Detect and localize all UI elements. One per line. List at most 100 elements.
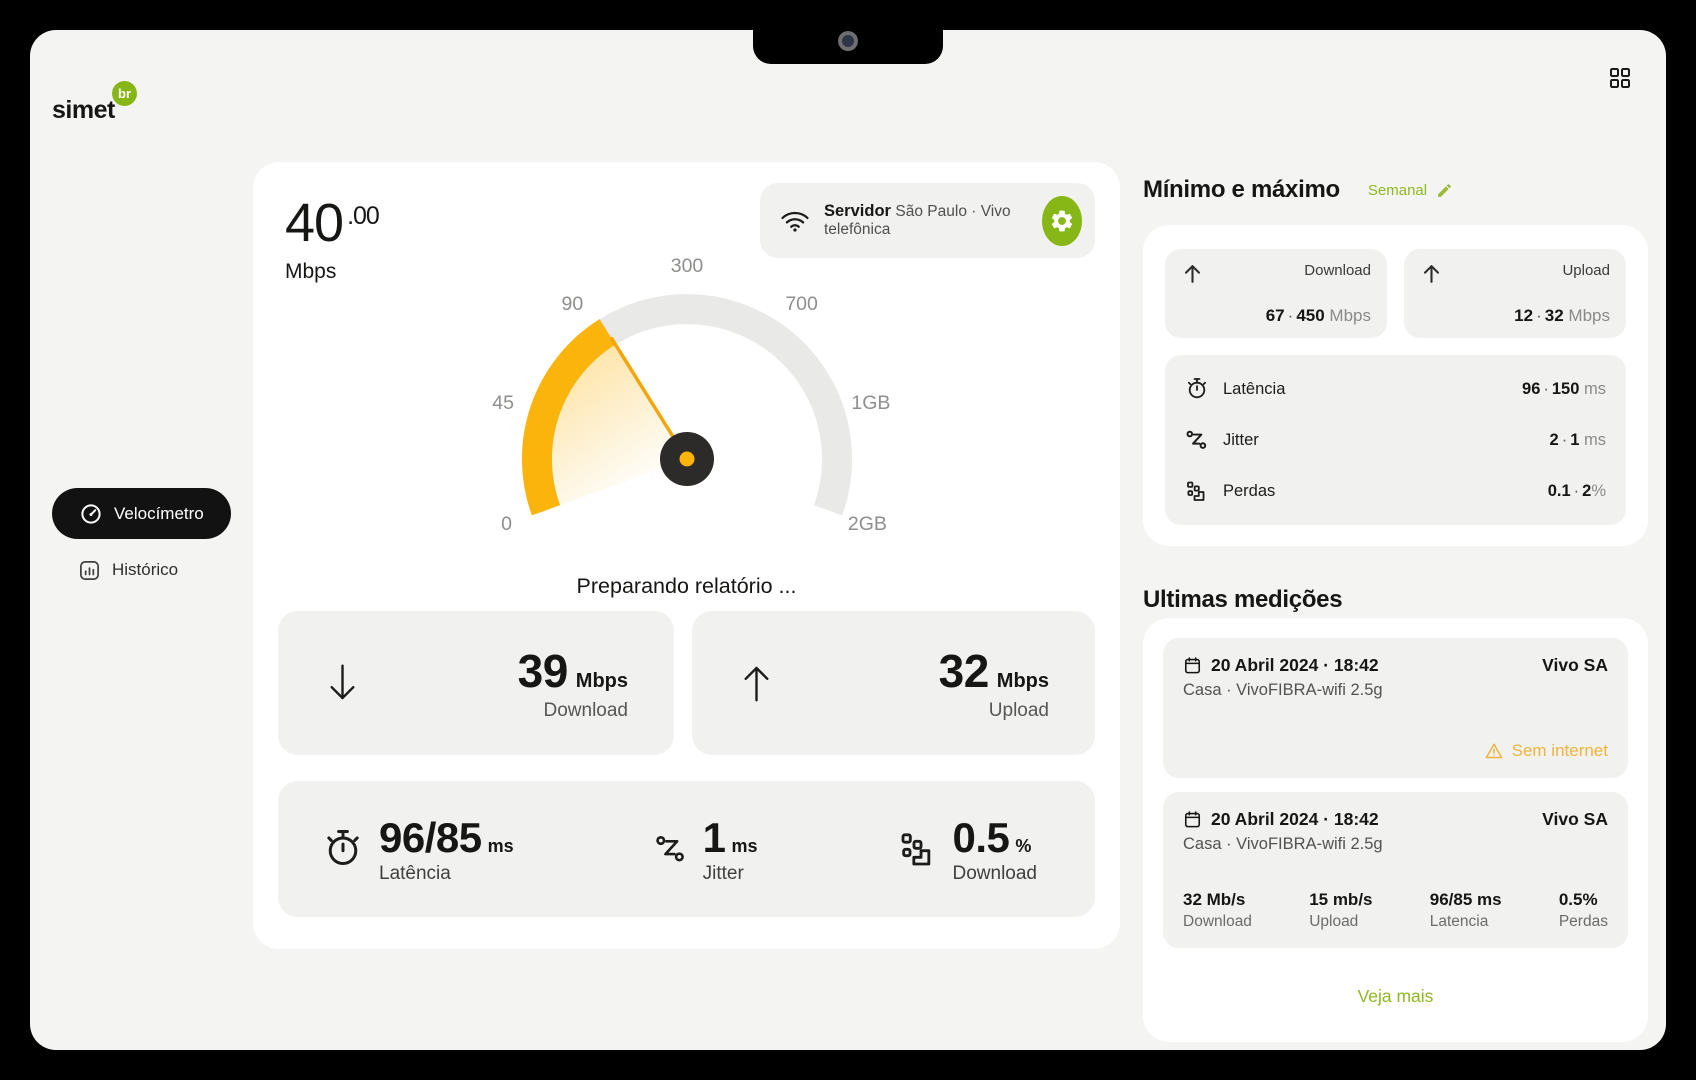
- wifi-icon: [780, 208, 810, 233]
- gauge-tick: 45: [492, 392, 514, 414]
- server-selector[interactable]: Servidor São Paulo · Vivo telefônica: [760, 183, 1095, 258]
- server-title: Servidor: [824, 202, 891, 220]
- row-label: Jitter: [1223, 430, 1259, 449]
- gauge-hub-dot: [679, 451, 695, 467]
- gauge-tick: 2GB: [848, 513, 887, 535]
- minmax-download-value: 67 · 450 Mbps: [1181, 306, 1371, 326]
- camera-lens: [842, 35, 854, 47]
- sidebar-item-historico[interactable]: Histórico: [52, 548, 204, 592]
- pencil-icon: [1436, 182, 1453, 199]
- row-value: 2 · 1 ms: [1550, 431, 1606, 450]
- entry-stat: 15 mb/s Upload: [1309, 890, 1372, 931]
- arrow-up-icon: [1181, 262, 1204, 285]
- minmax-header: Mínimo e máximo Semanal: [1143, 176, 1648, 204]
- see-more-link[interactable]: Veja mais: [1357, 986, 1434, 1006]
- speed-value-int: 40: [285, 193, 344, 253]
- row-label: Latência: [1223, 379, 1286, 398]
- server-settings-button[interactable]: [1042, 195, 1082, 246]
- separator: ·: [1287, 306, 1294, 325]
- measurement-entry[interactable]: 20 Abril 2024 · 18:42 Vivo SA Casa · Viv…: [1163, 792, 1628, 948]
- row-min: 2: [1549, 430, 1559, 449]
- camera-notch: [753, 30, 943, 64]
- server-detail: São Paulo · Vivo telefônica: [824, 203, 1011, 238]
- current-speed-readout: 40.00 Mbps: [285, 192, 380, 284]
- stopwatch-icon: [322, 828, 364, 870]
- speed-value-frac: .00: [347, 202, 380, 230]
- period-label: Semanal: [1367, 181, 1428, 199]
- gauge-tick: 1GB: [851, 392, 890, 414]
- separator: ·: [1561, 430, 1568, 449]
- jitter-unit: ms: [731, 835, 758, 856]
- entry-stat: 96/85 ms Latencia: [1430, 890, 1502, 931]
- entry-network: Casa · VivoFIBRA-wifi 2.5g: [1183, 835, 1383, 853]
- apps-grid-icon[interactable]: [1608, 66, 1632, 90]
- gauge-tick: 700: [785, 293, 818, 315]
- minmax-panel: Download 67 · 450 Mbps Upload 12 · 32 Mbps: [1143, 225, 1648, 546]
- upload-readout: 32 Mbps Upload: [692, 611, 1095, 755]
- gauge-tick: 0: [501, 513, 512, 535]
- status-text: Preparando relatório ...: [576, 574, 797, 598]
- stat-label: Download: [1183, 913, 1252, 930]
- entry-provider: Vivo SA: [1542, 809, 1608, 829]
- stats-readout: 96/85 ms Latência 1 ms Jitter: [278, 781, 1095, 917]
- jitter-value: 1: [702, 813, 726, 861]
- latency-stat: 96/85 ms Latência: [322, 814, 514, 885]
- minmax-upload-value: 12 · 32 Mbps: [1420, 306, 1610, 326]
- row-max: 150: [1551, 379, 1580, 398]
- entry-warning: Sem internet: [1183, 741, 1608, 761]
- upload-label: Upload: [988, 700, 1049, 721]
- minmax-row-loss: Perdas 0.1 · 2%: [1185, 479, 1606, 503]
- download-value: 39: [517, 645, 569, 697]
- minmax-download-label: Download: [1304, 262, 1371, 279]
- row-value: 96 · 150 ms: [1522, 380, 1606, 399]
- row-min: 96: [1522, 379, 1541, 398]
- speed-gauge: 0 45 90 300 700 1GB 2GB: [492, 255, 890, 535]
- entry-date: 20 Abril 2024 · 18:42: [1211, 655, 1379, 675]
- jitter-icon: [654, 834, 688, 864]
- download-readout: 39 Mbps Download: [278, 611, 674, 755]
- download-unit: Mbps: [575, 670, 628, 692]
- logo-text: simet: [52, 96, 115, 124]
- minmax-download-unit: Mbps: [1329, 306, 1371, 325]
- measurements-title: Ultimas medições: [1143, 586, 1343, 613]
- gauge-fill-sector: [551, 344, 687, 506]
- packet-loss-icon: [1185, 479, 1209, 503]
- stat-label: Latencia: [1429, 913, 1489, 930]
- speed-value: 40.00: [285, 192, 380, 254]
- stat-value: 15 mb/s: [1309, 890, 1373, 909]
- loss-value-row: 0.5%: [953, 814, 1032, 861]
- warning-triangle-icon: [1484, 741, 1504, 761]
- arrow-up-icon: [1420, 262, 1443, 285]
- measurement-entry[interactable]: 20 Abril 2024 · 18:42 Vivo SA Casa · Viv…: [1163, 638, 1628, 778]
- upload-value-row: 32 Mbps: [939, 645, 1049, 697]
- gear-icon: [1049, 208, 1075, 234]
- calendar-icon: [1183, 810, 1202, 829]
- packet-loss-icon: [898, 829, 938, 869]
- entry-network: Casa · VivoFIBRA-wifi 2.5g: [1183, 681, 1383, 699]
- row-max: 2: [1582, 481, 1592, 500]
- entry-stats: 32 Mb/s Download 15 mb/s Upload 96/85 ms…: [1183, 890, 1608, 931]
- sidebar-item-label: Histórico: [112, 560, 179, 579]
- latency-value: 96/85: [379, 813, 482, 861]
- row-label: Perdas: [1223, 481, 1276, 500]
- row-min: 0.1: [1547, 481, 1571, 500]
- measurements-panel: 20 Abril 2024 · 18:42 Vivo SA Casa · Viv…: [1143, 618, 1648, 1042]
- bar-chart-icon: [78, 559, 101, 582]
- jitter-label: Jitter: [702, 862, 744, 884]
- loss-unit: %: [1015, 835, 1032, 856]
- sidebar-item-label: Velocímetro: [114, 503, 204, 523]
- packet-loss-stat: 0.5% Download: [898, 814, 1037, 885]
- stat-value: 96/85 ms: [1429, 890, 1502, 909]
- upload-value: 32: [938, 645, 990, 697]
- sidebar-item-velocimetro[interactable]: Velocímetro: [52, 488, 231, 539]
- stat-label: Perdas: [1558, 913, 1608, 930]
- latency-unit: ms: [487, 835, 514, 856]
- minmax-row-jitter: Jitter 2 · 1 ms: [1185, 429, 1606, 451]
- period-selector[interactable]: Semanal: [1368, 182, 1453, 199]
- separator: ·: [1543, 379, 1549, 398]
- stopwatch-icon: [1185, 377, 1209, 401]
- stat-label: Upload: [1309, 913, 1359, 930]
- entry-date: 20 Abril 2024 · 18:42: [1211, 809, 1379, 829]
- minmax-rows: Latência 96 · 150 ms Jitter 2 · 1 ms: [1165, 355, 1626, 525]
- minmax-download-min: 67: [1265, 306, 1285, 325]
